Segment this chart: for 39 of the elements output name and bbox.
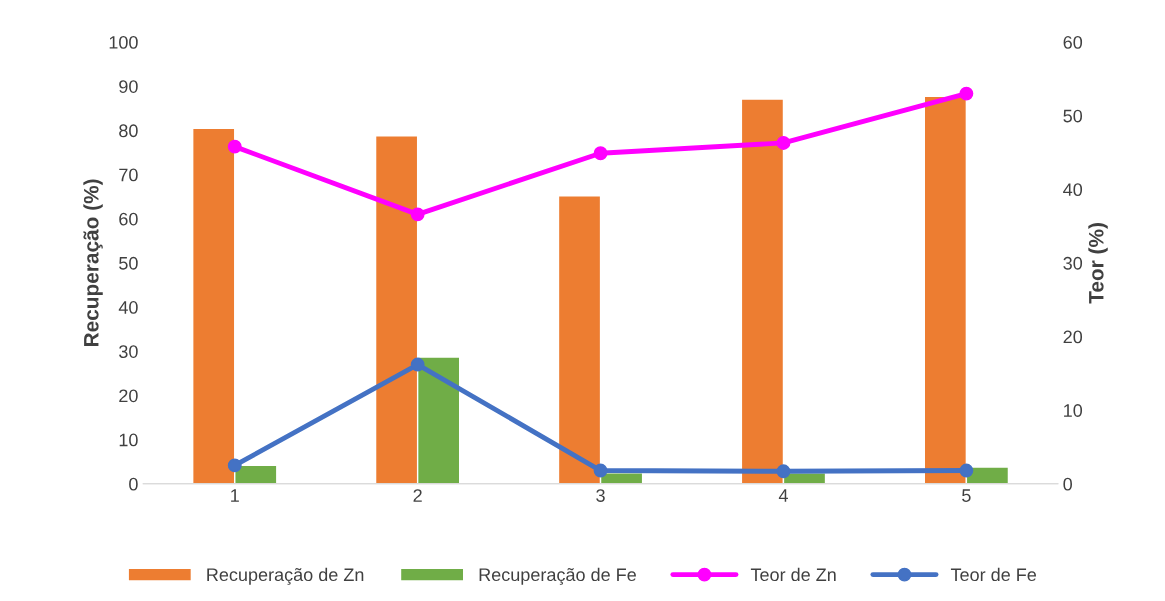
x-tick-label: 4 — [778, 489, 788, 502]
y2-tick-label: 60 — [1063, 36, 1083, 49]
point — [593, 146, 608, 161]
x-tick-label: 2 — [413, 489, 422, 502]
legend-label: Teor de Zn — [750, 567, 836, 582]
legend-label: Recuperação de Fe — [479, 567, 636, 585]
point — [776, 464, 791, 479]
legend-label: Teor de Fe — [950, 567, 1037, 582]
legend-label: Recuperação de Zn — [207, 567, 364, 585]
y2-tick-label: 30 — [1063, 256, 1083, 270]
y-tick-label: 50 — [119, 256, 138, 270]
y-axis-title: Recuperação (%) — [83, 179, 103, 347]
y-tick-label: 10 — [119, 433, 138, 447]
y2-tick-label: 20 — [1063, 330, 1083, 344]
y-tick-label: 80 — [119, 124, 138, 138]
y2-axis-title: Teor (%) — [1088, 223, 1108, 304]
point — [410, 207, 425, 222]
y2-tick-label: 40 — [1063, 183, 1083, 197]
point — [959, 463, 974, 478]
point — [227, 458, 242, 473]
y-tick-label: 70 — [119, 168, 138, 182]
x-tick-label: 5 — [962, 489, 971, 502]
point — [227, 139, 242, 154]
y-tick-label: 60 — [119, 212, 138, 226]
point — [410, 357, 425, 372]
y-tick-label: 0 — [129, 477, 138, 491]
point — [776, 135, 791, 150]
y-tick-label: 40 — [118, 301, 138, 314]
y2-tick-label: 50 — [1063, 109, 1083, 123]
x-tick-label: 1 — [231, 489, 239, 502]
y-tick-label: 30 — [119, 345, 138, 358]
point — [593, 463, 608, 478]
y-tick-label: 100 — [109, 36, 138, 49]
x-tick-label: 3 — [596, 489, 605, 502]
y2-tick-label: 0 — [1063, 477, 1073, 491]
point — [959, 86, 974, 101]
y2-tick-label: 10 — [1064, 404, 1083, 417]
y-tick-label: 20 — [119, 389, 138, 403]
y-tick-label: 90 — [119, 80, 138, 93]
